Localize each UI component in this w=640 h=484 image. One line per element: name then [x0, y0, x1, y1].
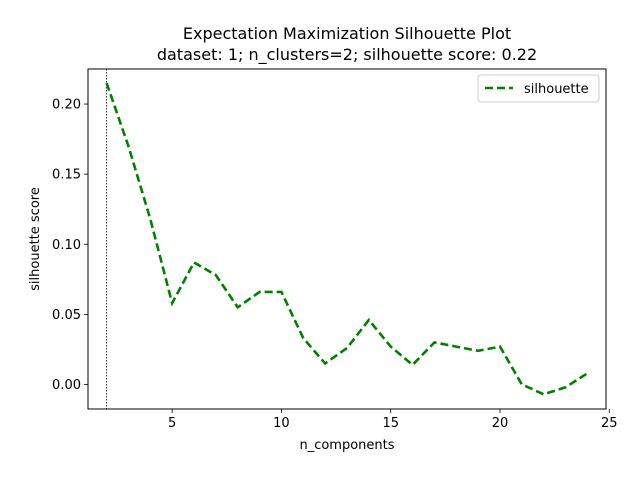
data-point [302, 337, 305, 340]
data-point [324, 362, 327, 365]
data-point [258, 291, 261, 294]
x-tick-label: 5 [168, 416, 176, 431]
y-tick-label: 0.00 [52, 378, 81, 393]
legend-box [477, 74, 600, 103]
legend: silhouette [477, 74, 600, 103]
chart-subtitle: dataset: 1; n_clusters=2; silhouette sco… [157, 45, 537, 65]
y-axis-ticks: 0.00 0.05 0.10 0.15 0.20 [52, 98, 88, 393]
data-point [149, 218, 152, 221]
y-tick-label: 0.05 [52, 308, 81, 323]
data-point [433, 341, 436, 344]
data-point [193, 261, 196, 264]
data-point [346, 347, 349, 350]
y-axis-label: silhouette score [28, 187, 43, 291]
y-tick-label: 0.15 [52, 168, 81, 183]
data-point [455, 345, 458, 348]
x-tick-label: 10 [273, 416, 290, 431]
x-tick-label: 25 [601, 416, 618, 431]
y-tick-label: 0.10 [52, 238, 81, 253]
x-tick-label: 20 [492, 416, 509, 431]
data-point [215, 274, 218, 277]
legend-label-silhouette: silhouette [524, 82, 589, 97]
data-point [105, 82, 108, 85]
x-axis-label: n_components [299, 438, 394, 453]
x-axis-ticks: 5 10 15 20 25 [168, 409, 618, 431]
data-point [127, 145, 130, 148]
plot-area [88, 69, 606, 409]
data-point [368, 319, 371, 322]
data-point [411, 364, 414, 367]
data-point [586, 372, 589, 375]
data-point [236, 306, 239, 309]
x-tick-label: 15 [382, 416, 399, 431]
data-point [389, 345, 392, 348]
data-point [499, 345, 502, 348]
data-point [280, 291, 283, 294]
data-point [521, 383, 524, 386]
data-point [564, 386, 567, 389]
data-point [171, 302, 174, 305]
silhouette-line [105, 82, 589, 396]
chart-title: Expectation Maximization Silhouette Plot [183, 24, 511, 43]
plot-frame [87, 68, 607, 410]
data-point [542, 393, 545, 396]
y-tick-label: 0.20 [52, 98, 81, 113]
data-point [477, 350, 480, 353]
